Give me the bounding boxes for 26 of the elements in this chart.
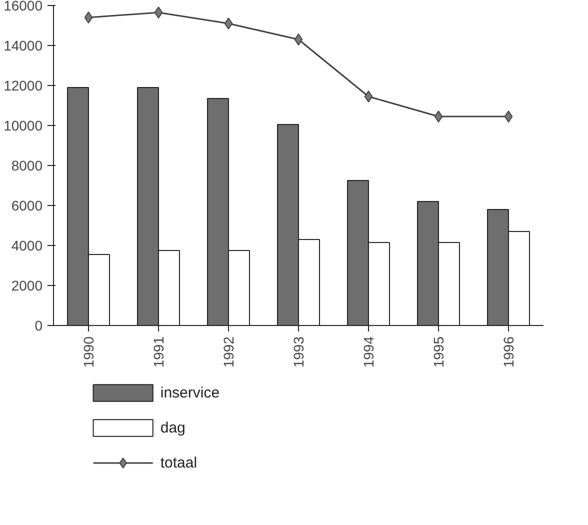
y-tick-label: 6000 <box>11 198 43 214</box>
y-tick-label: 0 <box>34 318 43 334</box>
x-tick-label: 1991 <box>150 336 166 368</box>
x-tick-label: 1992 <box>220 336 236 368</box>
point <box>84 12 93 24</box>
point <box>364 90 373 102</box>
y-tick-label: 16000 <box>4 0 43 14</box>
point <box>504 110 513 122</box>
point <box>154 6 163 18</box>
x-tick-label: 1993 <box>290 336 306 368</box>
x-tick-label: 1994 <box>360 336 376 368</box>
y-tick-label: 2000 <box>11 278 43 294</box>
y-tick-label: 4000 <box>11 238 43 254</box>
point <box>224 18 233 30</box>
x-tick-label: 1995 <box>430 336 446 368</box>
point <box>434 110 443 122</box>
y-tick-label: 8000 <box>11 158 43 174</box>
x-tick-label: 1990 <box>80 336 96 368</box>
legend-label: totaal <box>160 454 198 472</box>
y-tick-label: 12000 <box>4 78 43 94</box>
point <box>294 34 303 46</box>
x-tick-label: 1996 <box>500 336 516 368</box>
legend-label: inservice <box>160 384 220 402</box>
legend-label: dag <box>160 420 186 436</box>
y-tick-label: 14000 <box>4 38 43 54</box>
y-tick-label: 10000 <box>4 118 43 134</box>
